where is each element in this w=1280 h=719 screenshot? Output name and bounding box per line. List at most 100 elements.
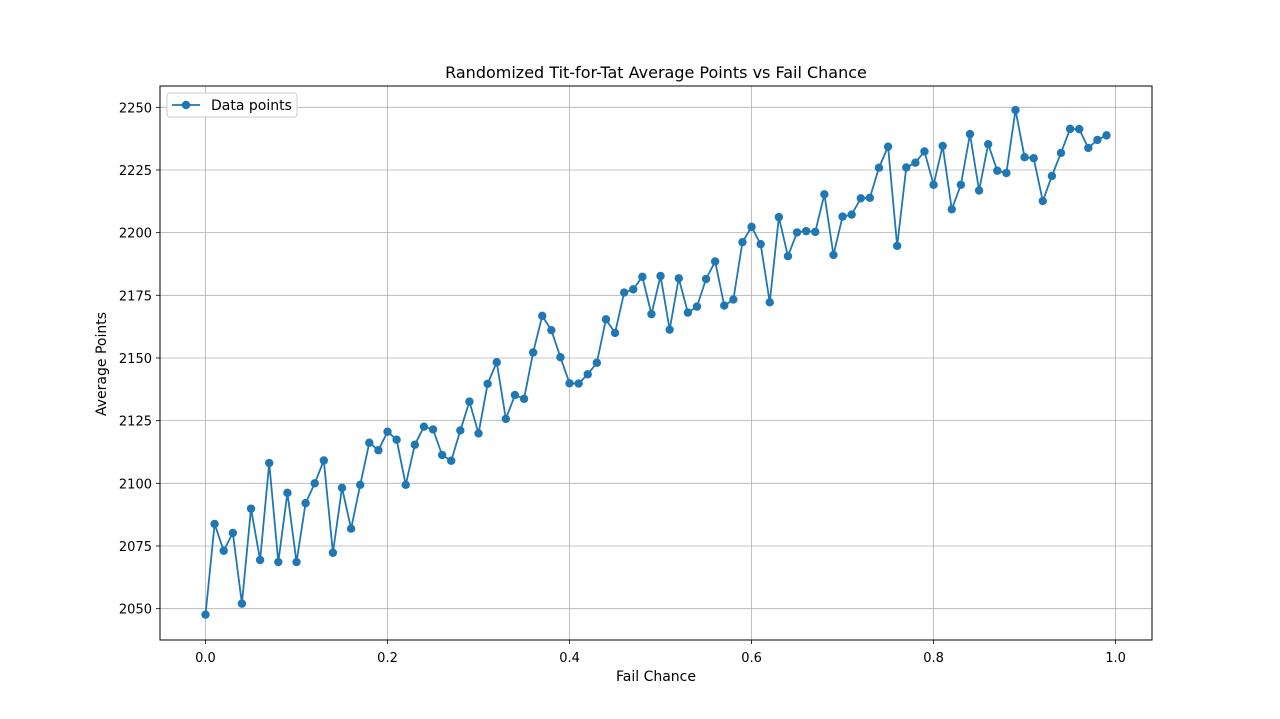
data-point: [519, 394, 529, 404]
data-point: [265, 458, 274, 468]
data-point: [419, 422, 429, 431]
data-point: [865, 193, 875, 202]
legend-label: Data points: [211, 98, 292, 114]
data-point: [665, 325, 674, 334]
data-point: [492, 358, 501, 367]
data-point: [747, 222, 756, 232]
data-point: [974, 186, 984, 195]
data-point: [346, 524, 356, 533]
data-point: [993, 166, 1002, 175]
data-point: [820, 190, 829, 199]
data-point: [629, 285, 638, 294]
data-point: [583, 370, 592, 379]
data-point: [911, 158, 920, 167]
data-point: [228, 528, 238, 538]
data-point: [574, 379, 583, 388]
data-point: [1093, 135, 1102, 145]
data-point: [301, 498, 310, 508]
y-tick-label: 2175: [119, 289, 152, 304]
data-point: [801, 226, 811, 236]
data-point: [592, 358, 602, 367]
data-point: [902, 163, 911, 172]
data-point: [319, 456, 329, 465]
data-point: [246, 504, 256, 513]
legend: Data points: [166, 92, 298, 118]
data-point: [474, 429, 483, 438]
data-point: [274, 557, 283, 567]
series-layer: [201, 105, 1111, 619]
x-tick-label: 0.6: [741, 651, 762, 666]
data-point: [619, 288, 629, 297]
data-point: [292, 557, 301, 567]
data-point: [1047, 171, 1057, 181]
data-point: [447, 456, 456, 465]
data-point: [1056, 148, 1066, 158]
data-point: [310, 479, 319, 488]
data-point: [792, 228, 802, 237]
x-tick-label: 0.0: [195, 651, 216, 666]
data-point: [1102, 131, 1111, 140]
data-point: [547, 325, 556, 335]
y-tick-label: 2150: [119, 352, 152, 367]
y-tick-label: 2200: [119, 227, 152, 242]
data-point: [701, 274, 711, 284]
plot-area-frame: [159, 85, 1153, 641]
data-point: [365, 438, 374, 447]
data-point: [656, 271, 665, 281]
data-point: [883, 142, 893, 151]
data-point: [428, 425, 438, 434]
data-point: [219, 546, 228, 555]
data-point: [874, 163, 884, 172]
data-point: [765, 298, 774, 307]
data-point: [383, 427, 392, 436]
data-point: [528, 348, 538, 357]
data-point: [255, 555, 265, 565]
data-point: [465, 397, 474, 406]
data-point: [1065, 124, 1075, 134]
data-point: [847, 210, 856, 219]
data-point: [929, 180, 938, 189]
x-tick-label: 0.2: [377, 651, 398, 666]
data-point: [410, 440, 420, 449]
x-tick-label: 0.8: [923, 651, 944, 666]
y-tick-label: 2225: [119, 164, 152, 179]
data-point: [965, 129, 975, 139]
data-point: [483, 379, 492, 389]
data-point: [392, 435, 401, 444]
y-tick-label: 2050: [119, 603, 152, 618]
data-point: [1029, 154, 1038, 163]
data-point: [738, 237, 747, 247]
y-axis-label: Average Points: [94, 312, 110, 416]
data-point: [201, 610, 210, 619]
data-point: [692, 302, 702, 311]
data-point: [610, 328, 620, 338]
data-point: [1084, 143, 1093, 153]
data-point: [1020, 152, 1029, 162]
data-point: [237, 599, 247, 608]
data-point: [374, 446, 383, 455]
data-point: [920, 147, 929, 156]
data-point: [328, 548, 338, 557]
series-line: [204, 109, 1107, 615]
data-point: [638, 272, 647, 281]
y-tick-label: 2250: [119, 101, 152, 116]
y-tick-label: 2125: [119, 415, 152, 430]
data-point: [956, 180, 966, 189]
data-point: [856, 194, 865, 203]
data-point: [774, 212, 784, 222]
axis-ticks: 0.0 0.2 0.4 0.6 0.8 1.0 2050 2075 2100 2125 2150 21…: [119, 101, 1126, 666]
x-axis-label: Fail Chance: [616, 669, 696, 685]
data-point: [892, 241, 902, 251]
data-point: [456, 426, 465, 435]
data-point: [720, 301, 729, 310]
data-point: [510, 390, 520, 400]
data-point: [783, 252, 793, 261]
data-point: [811, 227, 820, 237]
data-point: [838, 212, 847, 221]
data-point: [829, 250, 838, 260]
data-point: [947, 205, 956, 214]
data-point: [674, 274, 683, 283]
x-tick-label: 1.0: [1105, 651, 1126, 666]
data-point: [601, 315, 611, 324]
